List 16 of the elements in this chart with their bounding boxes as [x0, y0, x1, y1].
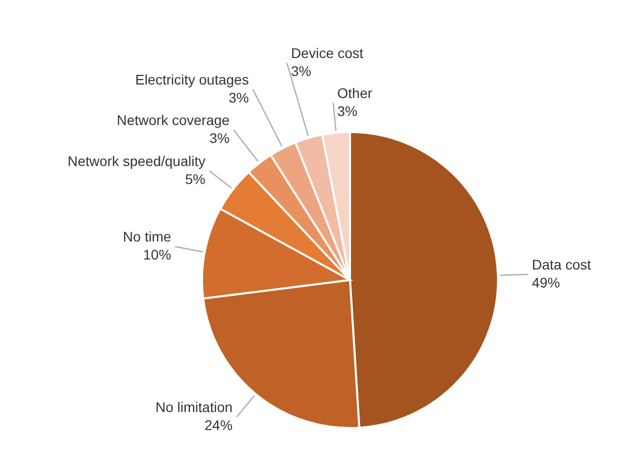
slice-label: Network coverage [116, 112, 230, 128]
slice-label: No limitation [156, 399, 233, 416]
data-label: 3% [228, 89, 249, 106]
slice-label: Network speed/quality [68, 152, 206, 169]
slice-label: Other [337, 84, 373, 101]
slice-label: Electricity outages [135, 71, 249, 88]
slice-label: Data cost [532, 256, 592, 272]
data-label: 10% [143, 246, 172, 263]
data-label: 5% [185, 170, 206, 187]
data-label: 3% [209, 130, 230, 146]
data-label: 49% [532, 274, 560, 290]
data-label: 3% [337, 102, 358, 119]
data-label: 24% [204, 417, 233, 434]
slice-label: Device cost [290, 44, 364, 61]
data-label: 3% [290, 62, 312, 79]
slice-label: No time [122, 228, 172, 245]
